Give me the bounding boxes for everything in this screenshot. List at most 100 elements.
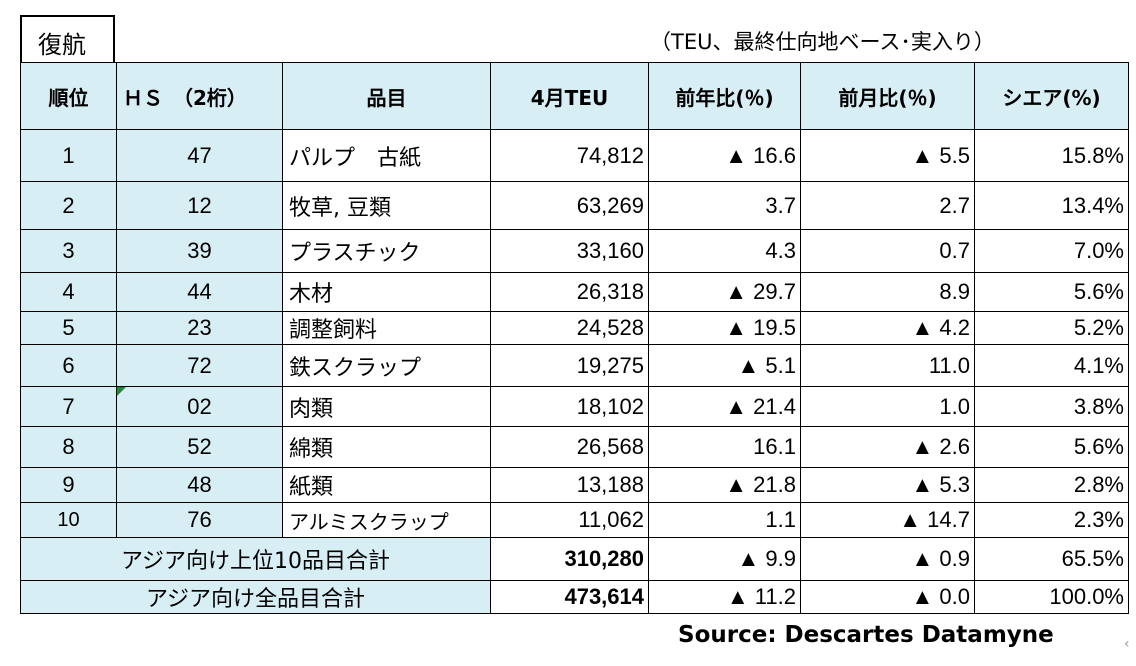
mom-cell: ▲ 14.7 [800, 502, 975, 538]
table-row: 4 44 木材 26,318 ▲ 29.7 8.9 5.6% [20, 272, 1129, 312]
header-item: 品目 [282, 62, 491, 130]
source-credit: Source: Descartes Datamyne [678, 622, 1054, 648]
total-label: アジア向け上位10品目合計 [20, 537, 491, 581]
share-cell: 3.8% [974, 386, 1129, 427]
share-cell: 5.6% [974, 272, 1129, 312]
table-row: 2 12 牧草, 豆類 63,269 3.7 2.7 13.4% [20, 181, 1129, 230]
item-cell: 鉄スクラップ [282, 344, 491, 387]
rank-cell: 7 [20, 386, 117, 427]
teu-cell: 24,528 [490, 311, 649, 345]
yoy-cell: ▲ 16.6 [648, 129, 801, 182]
total-mom: ▲ 0.9 [800, 537, 975, 581]
header-yoy: 前年比(％) [648, 62, 801, 130]
rank-cell: 6 [20, 344, 117, 387]
rank-cell: 10 [20, 502, 117, 538]
total-yoy: ▲ 11.2 [648, 580, 801, 614]
header-share: シエア(%) [974, 62, 1129, 130]
hs-cell: 44 [116, 272, 283, 312]
item-cell: 紙類 [282, 467, 491, 503]
mom-cell: ▲ 4.2 [800, 311, 975, 345]
total-row-all: アジア向け全品目合計 473,614 ▲ 11.2 ▲ 0.0 100.0% [20, 580, 1129, 614]
share-cell: 4.1% [974, 344, 1129, 387]
yoy-cell: ▲ 5.1 [648, 344, 801, 387]
hs-cell: 47 [116, 129, 283, 182]
header-teu: 4月TEU [490, 62, 649, 130]
share-cell: 5.2% [974, 311, 1129, 345]
header-mom: 前月比(％) [800, 62, 975, 130]
hs-cell: 72 [116, 344, 283, 387]
teu-cell: 26,318 [490, 272, 649, 312]
total-share: 100.0% [974, 580, 1129, 614]
mom-cell: 8.9 [800, 272, 975, 312]
chevron-left-icon: ‹ [1124, 636, 1130, 652]
share-cell: 2.8% [974, 467, 1129, 503]
header-rank: 順位 [20, 62, 117, 130]
teu-cell: 11,062 [490, 502, 649, 538]
table-row: 7 02 肉類 18,102 ▲ 21.4 1.0 3.8% [20, 386, 1129, 427]
mom-cell: ▲ 5.3 [800, 467, 975, 503]
rank-cell: 5 [20, 311, 117, 345]
item-cell: プラスチック [282, 229, 491, 273]
total-teu: 310,280 [490, 537, 649, 581]
item-cell: 牧草, 豆類 [282, 181, 491, 230]
rank-cell: 3 [20, 229, 117, 273]
mom-cell: 2.7 [800, 181, 975, 230]
share-cell: 13.4% [974, 181, 1129, 230]
mom-cell: ▲ 2.6 [800, 426, 975, 468]
rank-cell: 8 [20, 426, 117, 468]
mom-cell: ▲ 5.5 [800, 129, 975, 182]
table-row: 9 48 紙類 13,188 ▲ 21.8 ▲ 5.3 2.8% [20, 467, 1129, 503]
yoy-cell: ▲ 29.7 [648, 272, 801, 312]
mom-cell: 1.0 [800, 386, 975, 427]
teu-cell: 63,269 [490, 181, 649, 230]
yoy-cell: 1.1 [648, 502, 801, 538]
teu-cell: 19,275 [490, 344, 649, 387]
table-row: 10 76 アルミスクラップ 11,062 1.1 ▲ 14.7 2.3% [20, 502, 1129, 538]
item-cell: パルプ 古紙 [282, 129, 491, 182]
table-row: 6 72 鉄スクラップ 19,275 ▲ 5.1 11.0 4.1% [20, 344, 1129, 387]
item-cell: 肉類 [282, 386, 491, 427]
teu-cell: 26,568 [490, 426, 649, 468]
hs-cell: 23 [116, 311, 283, 345]
item-cell: 綿類 [282, 426, 491, 468]
rank-cell: 1 [20, 129, 117, 182]
ranking-table: 順位 ＨＳ （2桁） 品目 4月TEU 前年比(％) 前月比(％) シエア(%)… [20, 62, 1129, 614]
total-row-top10: アジア向け上位10品目合計 310,280 ▲ 9.9 ▲ 0.9 65.5% [20, 537, 1129, 581]
hs-cell: 76 [116, 502, 283, 538]
tab-fukko: 復航 [20, 15, 115, 63]
total-label: アジア向け全品目合計 [20, 580, 491, 614]
hs-cell: 02 [116, 386, 283, 427]
teu-cell: 33,160 [490, 229, 649, 273]
rank-cell: 4 [20, 272, 117, 312]
hs-cell: 12 [116, 181, 283, 230]
hs-cell: 39 [116, 229, 283, 273]
total-share: 65.5% [974, 537, 1129, 581]
teu-cell: 13,188 [490, 467, 649, 503]
unit-note: （TEU、最終仕向地ベース･実入り） [650, 30, 995, 54]
hs-cell: 48 [116, 467, 283, 503]
rank-cell: 9 [20, 467, 117, 503]
yoy-cell: 16.1 [648, 426, 801, 468]
table-body: 1 47 パルプ 古紙 74,812 ▲ 16.6 ▲ 5.5 15.8% 2 … [20, 129, 1129, 614]
item-cell: 調整飼料 [282, 311, 491, 345]
total-mom: ▲ 0.0 [800, 580, 975, 614]
item-cell: 木材 [282, 272, 491, 312]
hs-cell: 52 [116, 426, 283, 468]
share-cell: 2.3% [974, 502, 1129, 538]
header-row: 順位 ＨＳ （2桁） 品目 4月TEU 前年比(％) 前月比(％) シエア(%) [20, 62, 1129, 130]
total-yoy: ▲ 9.9 [648, 537, 801, 581]
yoy-cell: 4.3 [648, 229, 801, 273]
table-row: 1 47 パルプ 古紙 74,812 ▲ 16.6 ▲ 5.5 15.8% [20, 129, 1129, 182]
share-cell: 7.0% [974, 229, 1129, 273]
yoy-cell: 3.7 [648, 181, 801, 230]
yoy-cell: ▲ 19.5 [648, 311, 801, 345]
table-row: 5 23 調整飼料 24,528 ▲ 19.5 ▲ 4.2 5.2% [20, 311, 1129, 345]
share-cell: 5.6% [974, 426, 1129, 468]
item-cell: アルミスクラップ [282, 502, 491, 538]
rank-cell: 2 [20, 181, 117, 230]
yoy-cell: ▲ 21.4 [648, 386, 801, 427]
table-row: 3 39 プラスチック 33,160 4.3 0.7 7.0% [20, 229, 1129, 273]
share-cell: 15.8% [974, 129, 1129, 182]
table-row: 8 52 綿類 26,568 16.1 ▲ 2.6 5.6% [20, 426, 1129, 468]
yoy-cell: ▲ 21.8 [648, 467, 801, 503]
